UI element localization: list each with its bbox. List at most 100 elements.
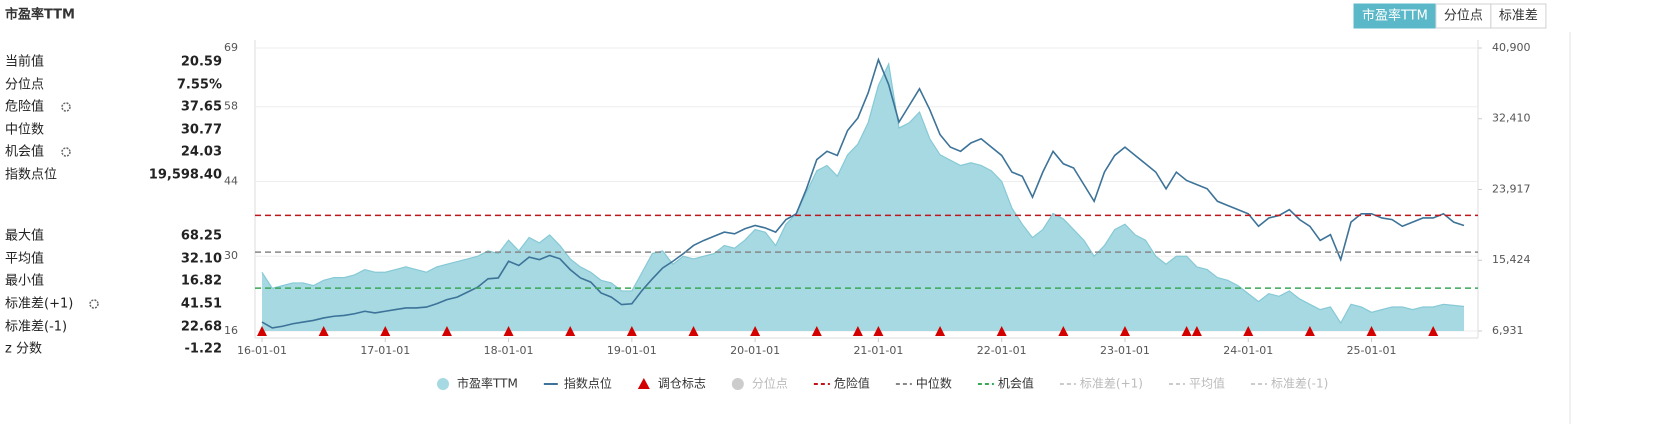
y2-tick-label: 32,410: [1492, 112, 1531, 125]
settings-icon[interactable]: [89, 299, 99, 309]
stats-panel: 当前值 20.59 分位点 7.55% 危险值 37.65 中位数 30.77 …: [5, 54, 222, 357]
tab-label[interactable]: 标准差: [1499, 9, 1538, 24]
legend-label: 调仓标志: [658, 377, 706, 391]
stat-value: 19,598.40: [149, 168, 222, 183]
legend-label: 平均值: [1189, 376, 1225, 391]
rebalance-marker: [257, 326, 267, 336]
legend-item[interactable]: 指数点位: [543, 376, 612, 391]
legend-label: 危险值: [834, 376, 870, 391]
stat-value: 7.55%: [177, 78, 222, 93]
legend-label: 机会值: [998, 376, 1034, 391]
stat-value: 30.77: [181, 123, 222, 138]
legend-item[interactable]: 机会值: [977, 376, 1034, 391]
y-tick-label: 44: [224, 174, 238, 187]
legend-label: 分位点: [752, 376, 788, 391]
rebalance-marker: [1119, 326, 1130, 336]
tab-button[interactable]: [1435, 3, 1492, 29]
y-tick-label: 58: [224, 100, 238, 113]
legend-symbol: [637, 378, 650, 389]
x-tick-label: 25-01-01: [1347, 344, 1397, 357]
x-tick-label: 18-01-01: [484, 344, 534, 357]
stat-label: 标准差(+1): [5, 297, 73, 312]
y2-tick-label: 6,931: [1492, 324, 1524, 337]
stat-label: 中位数: [5, 123, 44, 138]
legend-item[interactable]: 市盈率TTM: [437, 376, 518, 391]
legend-label: 标准差(+1): [1080, 377, 1143, 391]
tab-button[interactable]: [1490, 3, 1547, 29]
stat-value: 22.68: [181, 320, 222, 335]
legend-item[interactable]: 中位数: [895, 376, 952, 391]
rebalance-marker: [318, 326, 329, 336]
x-tick-label: 19-01-01: [607, 344, 657, 357]
rebalance-marker: [852, 326, 863, 336]
stat-value: 20.59: [181, 55, 222, 70]
legend-item[interactable]: 调仓标志: [637, 377, 706, 391]
rebalance-marker: [626, 326, 637, 336]
rebalance-marker: [1181, 326, 1192, 336]
y-tick-label: 16: [224, 324, 238, 337]
index-line: [261, 57, 1465, 329]
legend-symbol: [437, 378, 449, 390]
rebalance-marker: [1366, 326, 1377, 336]
y-tick-label: 30: [224, 249, 238, 262]
rebalance-marker: [1243, 326, 1254, 336]
rebalance-marker: [1428, 326, 1439, 336]
stat-label: 平均值: [5, 251, 44, 267]
rebalance-marker: [1304, 326, 1315, 336]
legend-item[interactable]: 标准差(-1): [1250, 377, 1328, 391]
x-tick-label: 21-01-01: [853, 344, 903, 357]
x-tick-label: 23-01-01: [1100, 344, 1150, 357]
stat-label: 机会值: [5, 144, 44, 160]
legend-item[interactable]: 平均值: [1168, 376, 1225, 391]
stat-label: 最大值: [5, 228, 44, 244]
y2-tick-label: 23,917: [1492, 182, 1531, 195]
stat-label: 标准差(-1): [5, 320, 67, 335]
legend-item[interactable]: 标准差(+1): [1059, 377, 1143, 391]
stat-value: 68.25: [181, 229, 222, 244]
x-tick-label: 24-01-01: [1223, 344, 1273, 357]
legend-item[interactable]: 危险值: [813, 376, 870, 391]
stat-value: 41.51: [181, 297, 222, 312]
settings-icon[interactable]: [61, 102, 71, 112]
stat-value: 24.03: [181, 145, 222, 160]
legend-label: 标准差(-1): [1271, 377, 1328, 391]
x-tick-label: 17-01-01: [360, 344, 410, 357]
rebalance-marker: [380, 326, 391, 336]
rebalance-marker: [873, 326, 884, 336]
y2-tick-label: 40,900: [1492, 41, 1531, 54]
rebalance-marker: [1191, 326, 1202, 336]
tab-label[interactable]: 分位点: [1444, 9, 1483, 24]
y2-tick-label: 15,424: [1492, 253, 1531, 266]
rebalance-marker: [688, 326, 699, 336]
legend-symbol: [731, 378, 744, 390]
rebalance-marker: [935, 326, 946, 336]
stat-value: 16.82: [181, 274, 222, 289]
stat-label: 危险值: [5, 99, 44, 115]
settings-icon[interactable]: [61, 147, 71, 157]
x-tick-label: 22-01-01: [977, 344, 1027, 357]
x-tick-label: 16-01-01: [237, 344, 287, 357]
area-edge: [261, 62, 1465, 325]
page-title: 市盈率TTM: [5, 7, 75, 23]
stat-label: 当前值: [5, 54, 44, 70]
tab-label[interactable]: 市盈率TTM: [1362, 8, 1428, 24]
stat-value: -1.22: [185, 342, 222, 357]
rebalance-marker: [811, 326, 822, 336]
legend-item[interactable]: 分位点: [731, 376, 788, 391]
rebalance-marker: [503, 326, 514, 336]
legend-label: 指数点位: [564, 376, 612, 391]
rebalance-marker: [565, 326, 576, 336]
stat-value: 37.65: [181, 100, 222, 115]
stat-label: 最小值: [5, 273, 44, 289]
rebalance-marker: [996, 326, 1007, 336]
rebalance-marker: [750, 326, 761, 336]
stat-label: z 分数: [5, 342, 42, 357]
legend-label: 中位数: [916, 376, 952, 391]
rebalance-marker: [1058, 326, 1069, 336]
y-tick-label: 69: [224, 41, 238, 54]
area-fill: [262, 64, 1464, 332]
stat-value: 32.10: [181, 252, 222, 267]
rebalance-marker: [441, 326, 452, 336]
stat-label: 指数点位: [5, 168, 57, 183]
